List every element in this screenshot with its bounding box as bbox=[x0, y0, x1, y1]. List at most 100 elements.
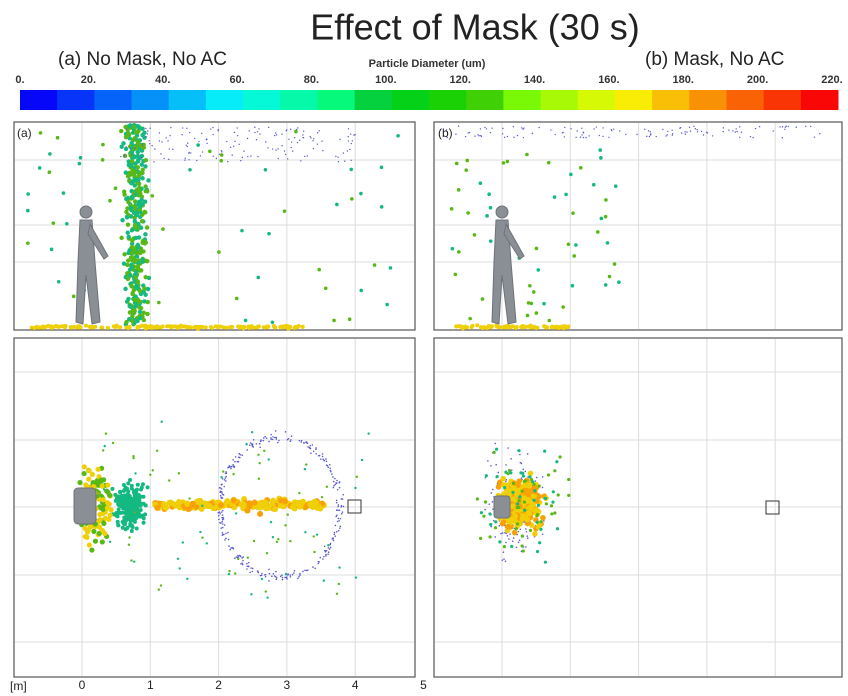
particle bbox=[287, 513, 289, 515]
particle bbox=[129, 284, 133, 288]
particle bbox=[143, 232, 147, 236]
particle bbox=[489, 326, 493, 330]
particle bbox=[272, 324, 276, 328]
particle bbox=[225, 480, 227, 482]
particle bbox=[270, 437, 272, 439]
particle bbox=[246, 500, 252, 506]
particle bbox=[101, 158, 105, 162]
particle bbox=[101, 497, 106, 502]
particle bbox=[281, 574, 283, 576]
particle bbox=[324, 286, 328, 290]
particle bbox=[336, 593, 338, 595]
panel-b-label: (b) bbox=[438, 126, 453, 140]
particle bbox=[505, 561, 507, 563]
particle bbox=[250, 442, 252, 444]
particle bbox=[222, 534, 224, 536]
particle bbox=[599, 156, 603, 160]
particle bbox=[248, 562, 250, 564]
particle bbox=[88, 524, 93, 529]
particle bbox=[583, 132, 584, 133]
particle bbox=[142, 502, 146, 506]
particle bbox=[523, 500, 526, 503]
particle bbox=[538, 127, 539, 128]
particle bbox=[468, 317, 472, 321]
particle bbox=[779, 126, 780, 127]
particle bbox=[328, 551, 330, 553]
particle bbox=[219, 513, 221, 515]
particle bbox=[534, 326, 538, 330]
particle bbox=[282, 498, 288, 504]
particle bbox=[154, 325, 158, 329]
particle bbox=[265, 576, 267, 578]
particle bbox=[495, 448, 498, 451]
particle bbox=[266, 552, 268, 554]
particle bbox=[263, 437, 265, 439]
particle bbox=[338, 504, 340, 506]
particle bbox=[322, 453, 324, 455]
particle bbox=[234, 141, 235, 142]
particle bbox=[142, 143, 143, 144]
particle bbox=[318, 561, 320, 563]
particle bbox=[126, 231, 130, 235]
particle bbox=[288, 573, 290, 575]
particle bbox=[134, 236, 138, 240]
particle bbox=[62, 191, 66, 195]
particle bbox=[95, 467, 100, 472]
particle bbox=[318, 130, 319, 131]
particle bbox=[281, 325, 285, 329]
particle bbox=[649, 136, 650, 137]
particle bbox=[108, 199, 112, 203]
particle bbox=[238, 453, 240, 455]
particle bbox=[479, 537, 482, 540]
particle bbox=[168, 159, 169, 160]
particle bbox=[177, 558, 179, 560]
particle bbox=[551, 501, 554, 504]
particle bbox=[253, 540, 255, 542]
particle bbox=[339, 139, 340, 140]
particle bbox=[147, 133, 148, 134]
particle bbox=[206, 139, 207, 140]
particle bbox=[481, 297, 485, 301]
particle bbox=[564, 136, 565, 137]
particle bbox=[237, 461, 239, 463]
particle bbox=[516, 522, 519, 525]
particle bbox=[221, 491, 223, 493]
particle bbox=[258, 478, 260, 480]
colorbar-label: 220. bbox=[821, 74, 842, 86]
particle bbox=[264, 436, 266, 438]
particle bbox=[290, 440, 292, 442]
particle bbox=[606, 241, 610, 245]
particle bbox=[550, 129, 551, 130]
particle bbox=[242, 157, 243, 158]
particle bbox=[121, 526, 125, 530]
particle bbox=[507, 136, 508, 137]
particle bbox=[179, 567, 181, 569]
particle bbox=[571, 284, 575, 288]
particle bbox=[200, 155, 201, 156]
particle bbox=[542, 302, 546, 306]
particle bbox=[338, 520, 340, 522]
particle bbox=[100, 325, 104, 329]
colorbar-segment bbox=[206, 90, 244, 110]
particle bbox=[495, 464, 497, 466]
particle bbox=[102, 449, 104, 451]
particle bbox=[230, 147, 231, 148]
particle bbox=[240, 556, 242, 558]
particle bbox=[196, 143, 200, 147]
particle bbox=[188, 497, 190, 499]
particle bbox=[343, 506, 345, 508]
particle bbox=[550, 512, 553, 515]
particle bbox=[239, 144, 240, 145]
particle bbox=[450, 207, 454, 211]
particle bbox=[331, 473, 333, 475]
particle bbox=[532, 531, 538, 537]
particle bbox=[72, 295, 76, 299]
particle bbox=[695, 128, 696, 129]
particle bbox=[542, 533, 544, 535]
particle bbox=[109, 541, 111, 543]
particle bbox=[234, 461, 236, 463]
particle bbox=[126, 481, 130, 485]
particle bbox=[230, 547, 232, 549]
particle bbox=[805, 126, 806, 127]
particle bbox=[326, 464, 328, 466]
